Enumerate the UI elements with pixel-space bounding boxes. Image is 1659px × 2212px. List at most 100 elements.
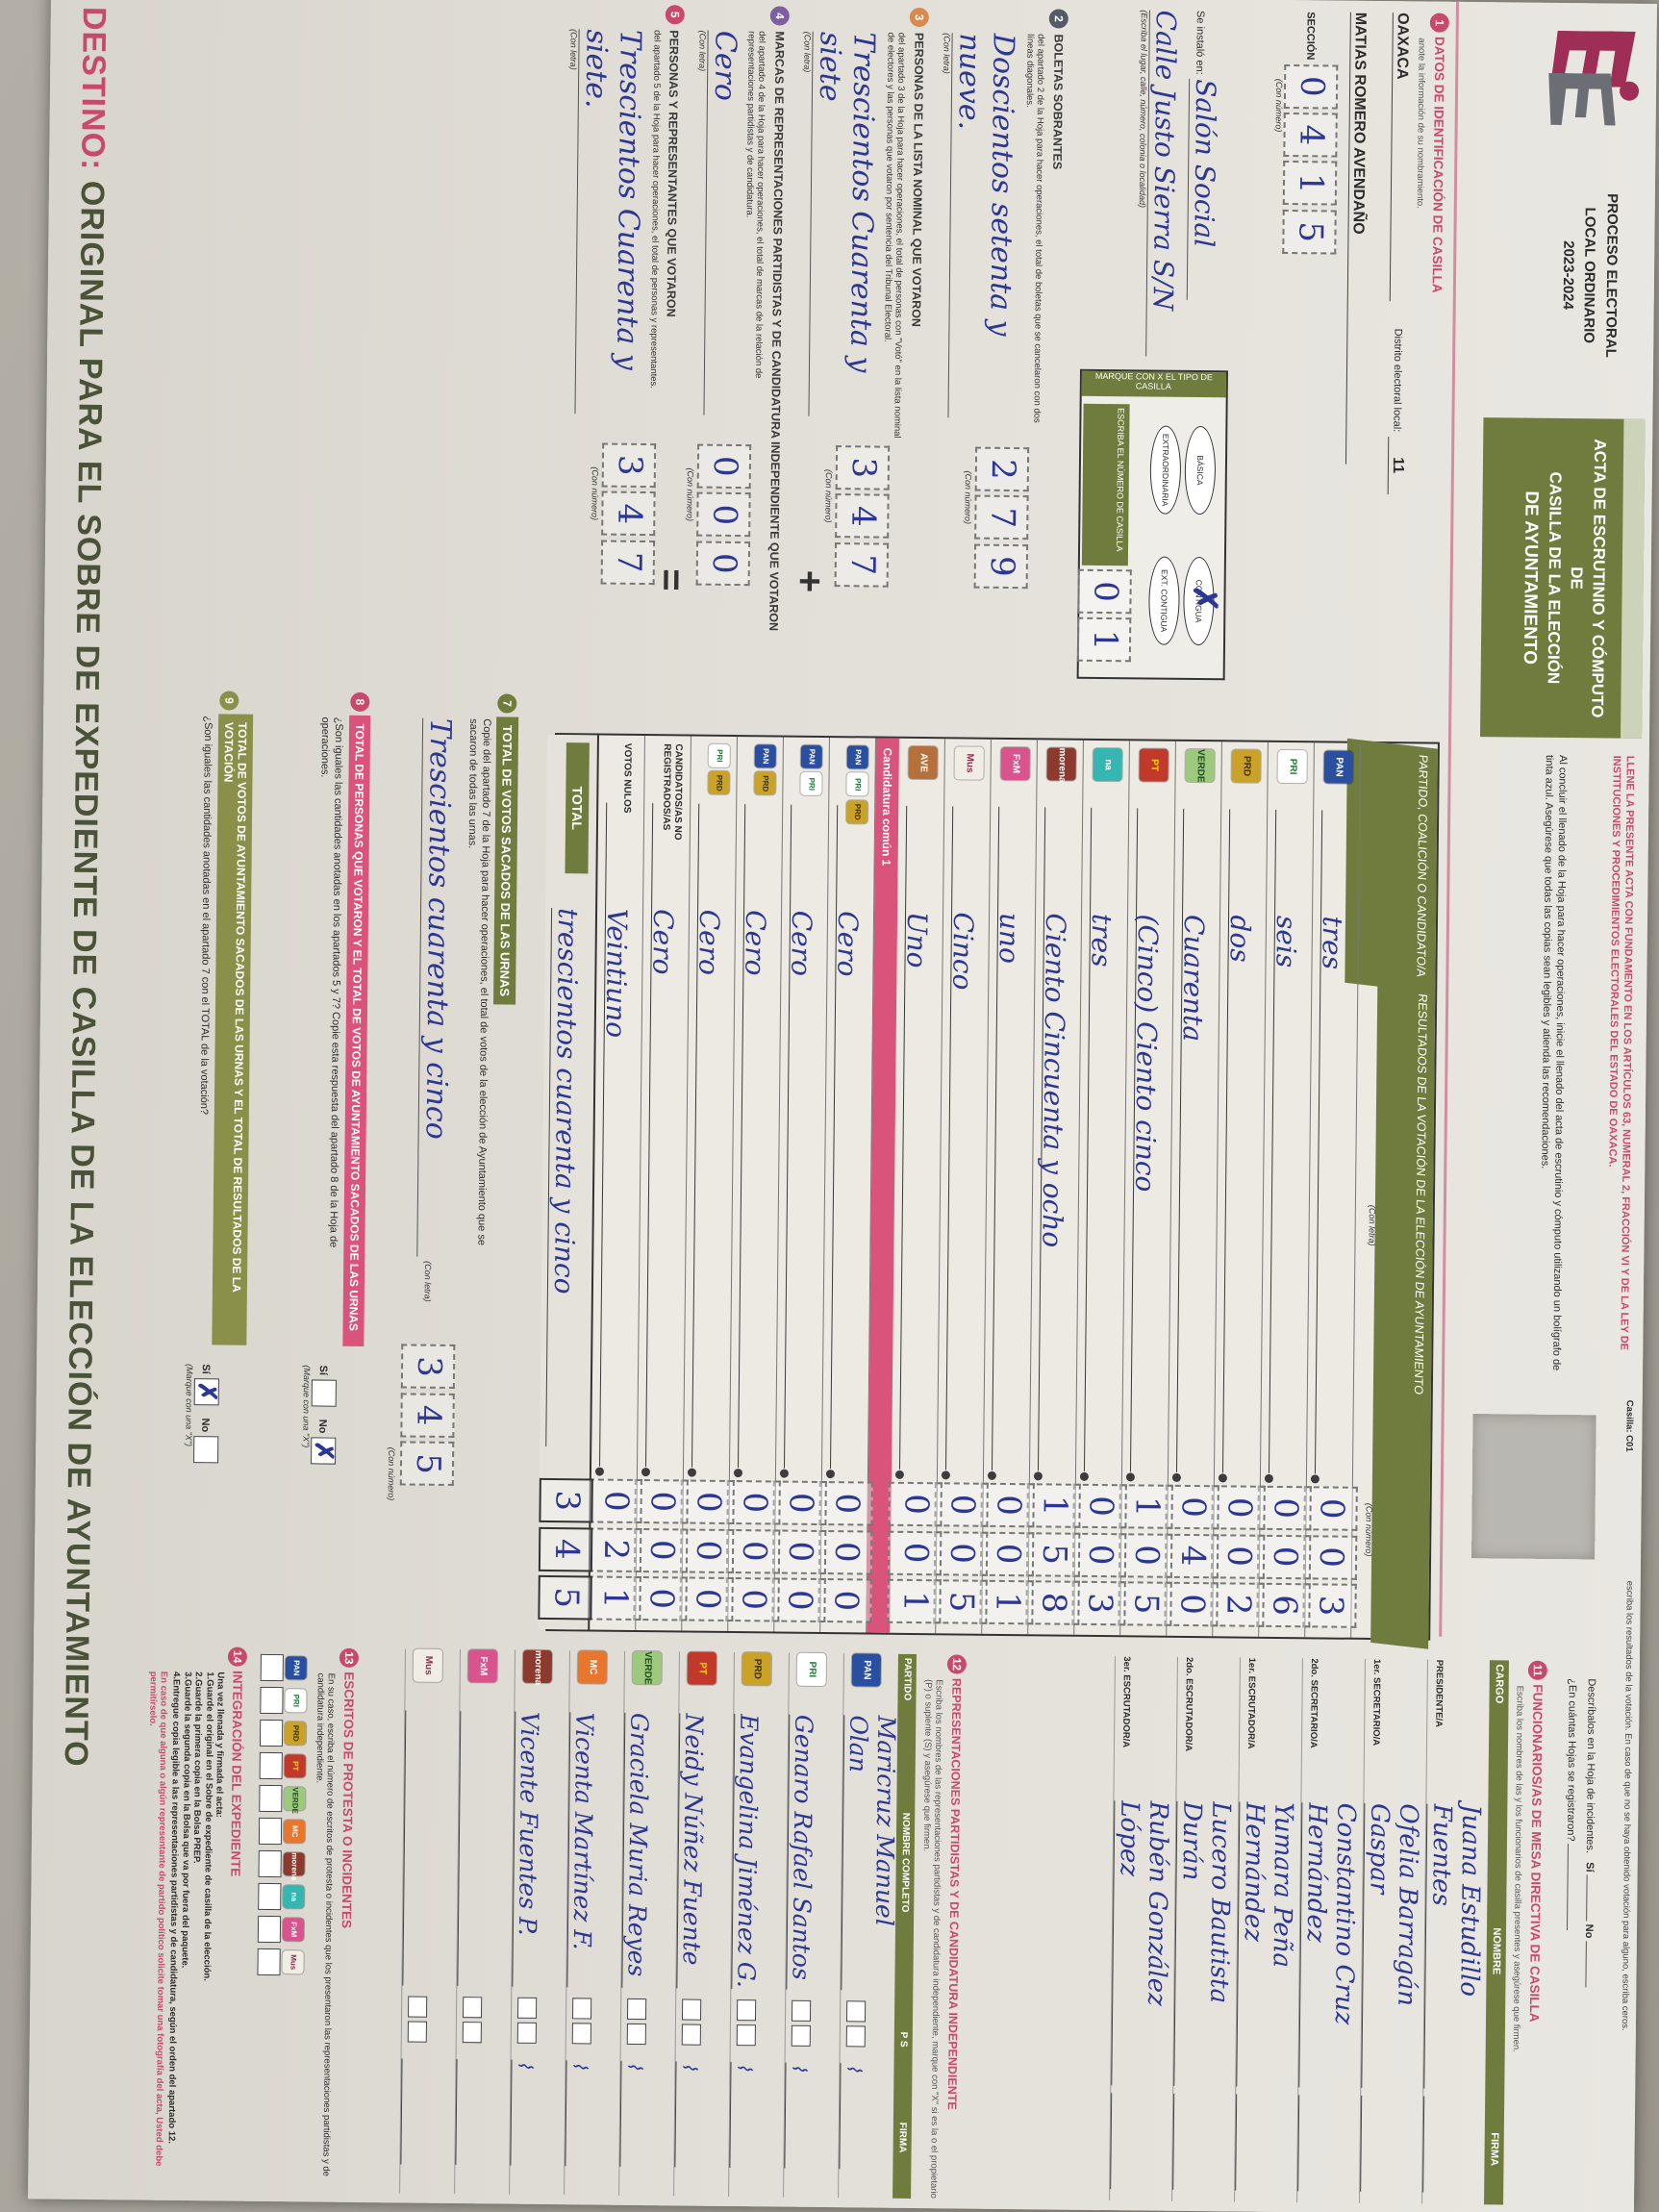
representante-firma: ⌇ bbox=[674, 2061, 702, 2168]
handwritten-digit: 4 bbox=[547, 1538, 587, 1560]
digit-box: 4 bbox=[538, 1526, 593, 1572]
escritos-cell-pt: PT bbox=[259, 1751, 307, 1780]
digit-box: 1 bbox=[1119, 1484, 1173, 1529]
results-row-letra-line bbox=[830, 805, 839, 1470]
digit-box: 7 bbox=[974, 495, 1029, 540]
results-row-logos: PAN PRI PRD bbox=[846, 745, 868, 861]
representante-firma: ⌇ bbox=[565, 2060, 592, 2167]
ps-p-box bbox=[463, 1996, 483, 2019]
party-logo-fxm: FxM bbox=[1000, 746, 1030, 781]
results-row-prd: PRD dos 0 0 2 bbox=[1210, 742, 1269, 1637]
handwritten-digit: 1 bbox=[1085, 629, 1125, 651]
handwritten-digit: 0 bbox=[988, 1543, 1028, 1565]
ps-s-box bbox=[736, 2024, 757, 2047]
representante-partido: VERDE bbox=[625, 1650, 663, 1713]
escritos-text: En su caso, escriba el número de escrito… bbox=[314, 1672, 337, 2177]
party-logo-pan: PAN bbox=[1323, 750, 1353, 784]
results-row-logos: PRI bbox=[1277, 749, 1307, 866]
digit-box: 7 bbox=[600, 540, 656, 586]
funcionarios-rows: PRESIDENTE/A Juana Estudillo Fuentes 1er. … bbox=[1108, 1656, 1490, 2205]
handwritten-digit: 0 bbox=[704, 552, 743, 574]
results-row-pan-prd: PAN PRD Cero 0 0 0 bbox=[725, 737, 784, 1632]
results-row-letra: Cero bbox=[831, 911, 865, 977]
ps-s-box bbox=[681, 2023, 702, 2046]
results-row-letra: Cero bbox=[739, 910, 772, 976]
casilla-type-contigua: CONTIGUA ✗ bbox=[1182, 540, 1223, 663]
handwritten-digit: 2 bbox=[1219, 1594, 1258, 1616]
results-row-votos-nulos: VOTOS NULOS Veintiuno 0 2 1 bbox=[587, 735, 645, 1630]
digit-box: 0 bbox=[1303, 1486, 1358, 1531]
funcionario-row: 2do. SECRETARIO/A Constantino Cruz Hernán… bbox=[1295, 1658, 1365, 2203]
digit-box: 5 bbox=[400, 1441, 455, 1487]
party-logo-pri: PRI bbox=[800, 772, 822, 796]
handwritten-digit: 1 bbox=[1127, 1496, 1167, 1518]
ps-p-box bbox=[792, 1999, 812, 2022]
digit-box: 4 bbox=[400, 1393, 456, 1438]
signature-scribble: ⌇ bbox=[788, 2062, 812, 2073]
escritos-count-box bbox=[258, 1849, 283, 1878]
representante-row: PT Neidy Núñez Fuente ⌇ bbox=[673, 1651, 735, 2198]
digit-box: 3 bbox=[836, 445, 891, 490]
representante-ps bbox=[786, 1990, 812, 2057]
party-logo-morena: morena bbox=[522, 1649, 553, 1685]
representante-ps bbox=[621, 1988, 647, 2055]
results-row-bullet bbox=[1079, 1471, 1089, 1481]
process-line1: PROCESO ELECTORAL bbox=[1602, 193, 1621, 358]
results-row-logos: PAN PRD bbox=[754, 744, 776, 860]
stamp-box bbox=[1471, 1414, 1596, 1560]
handwritten-digit: 0 bbox=[826, 1590, 866, 1612]
party-logo-pt: PT bbox=[1139, 748, 1169, 782]
digit-box: 0 bbox=[1071, 1532, 1127, 1577]
handwritten-digit: 7 bbox=[843, 554, 883, 576]
left-section-title-row: 4 MARCAS DE REPRESENTACIONES PARTIDISTAS … bbox=[764, 6, 791, 679]
section4-digit-boxes: 0 0 0 bbox=[695, 443, 751, 587]
section3-letra-row: Trescientos Cuarenta y siete (Con letra) 3… bbox=[789, 32, 891, 681]
section5-letra: Trescientos Cuarenta y siete. bbox=[574, 29, 647, 415]
digit-box: 3 bbox=[1071, 1580, 1126, 1626]
section-9: 9 TOTAL DE VOTOS DE AYUNTAMIENTO SACADOS… bbox=[184, 691, 254, 1624]
results-row-letra-line bbox=[1268, 809, 1277, 1473]
digit-box: 9 bbox=[973, 543, 1029, 590]
representantes-note: Escriba los nombres de las representacio… bbox=[920, 1679, 944, 2199]
casilla-num-label: ESCRIBA EL NÚMERO DE CASILLA bbox=[1081, 403, 1130, 566]
handwritten-digit: 0 bbox=[896, 1494, 936, 1516]
left-section-title-row: 3 PERSONAS DE LA LISTA NOMINAL QUE VOTARO… bbox=[903, 7, 930, 681]
handwritten-digit: 5 bbox=[546, 1587, 586, 1609]
section-13: 13 ESCRITOS DE PROTESTA O INCIDENTES En … bbox=[253, 1647, 360, 2193]
funcionario-firma bbox=[1296, 2095, 1328, 2192]
handwritten-digit: 0 bbox=[596, 1490, 636, 1512]
col-ps: P S bbox=[897, 2031, 910, 2048]
results-row-pvem: VERDE Cuarenta 0 4 0 bbox=[1164, 741, 1222, 1637]
casilla-tag: Casilla: C01 bbox=[1623, 1399, 1635, 1452]
ps-s-box bbox=[845, 2025, 867, 2048]
handwritten-digit: 6 bbox=[1265, 1594, 1304, 1617]
representante-nombre: Vicente Fuentes P. bbox=[512, 1711, 544, 1987]
handwritten-digit: 0 bbox=[689, 1491, 728, 1513]
results-row-logos: PT bbox=[1139, 748, 1169, 864]
digit-box: 5 bbox=[1118, 1581, 1172, 1626]
col-cargo: CARGO bbox=[1493, 1664, 1505, 1704]
handwritten-digit: 0 bbox=[688, 1540, 728, 1562]
escritos-count-box bbox=[260, 1686, 284, 1715]
section7-number-badge: 7 bbox=[497, 693, 517, 714]
results-row-partido-local: AVE Uno 0 0 1 bbox=[887, 738, 945, 1634]
funcionario-cargo: PRESIDENTE/A bbox=[1433, 1659, 1445, 1727]
handwritten-digit: 0 bbox=[735, 1492, 774, 1514]
signature-scribble: ⌇ bbox=[514, 2059, 538, 2070]
funcionario-row: 2do. ESCRUTADOR/A Lucero Bautista Durán bbox=[1170, 1656, 1240, 2202]
results-row-letra: Cuarenta bbox=[1176, 914, 1211, 1043]
results-row-bullet bbox=[1171, 1472, 1181, 1482]
handwritten-digit: 4 bbox=[843, 505, 883, 527]
integracion-note: En caso de que alguna o algún representa… bbox=[146, 1671, 169, 2167]
funcionario-firma bbox=[1109, 2093, 1141, 2190]
results-row-letra: Uno bbox=[900, 911, 934, 968]
total-letra: trescientos cuarenta y cinco bbox=[545, 908, 585, 1447]
results-row-bullet bbox=[825, 1470, 835, 1479]
incident-q-line bbox=[1567, 1844, 1570, 1931]
results-row-letra-line bbox=[944, 806, 954, 1470]
handwritten-digit: 3 bbox=[547, 1490, 587, 1512]
escritos-number-badge: 13 bbox=[339, 1647, 360, 1668]
representante-firma: ⌇ bbox=[619, 2060, 647, 2168]
representante-nombre bbox=[402, 1710, 407, 1986]
escritos-cell-prd: PRD bbox=[260, 1719, 307, 1747]
